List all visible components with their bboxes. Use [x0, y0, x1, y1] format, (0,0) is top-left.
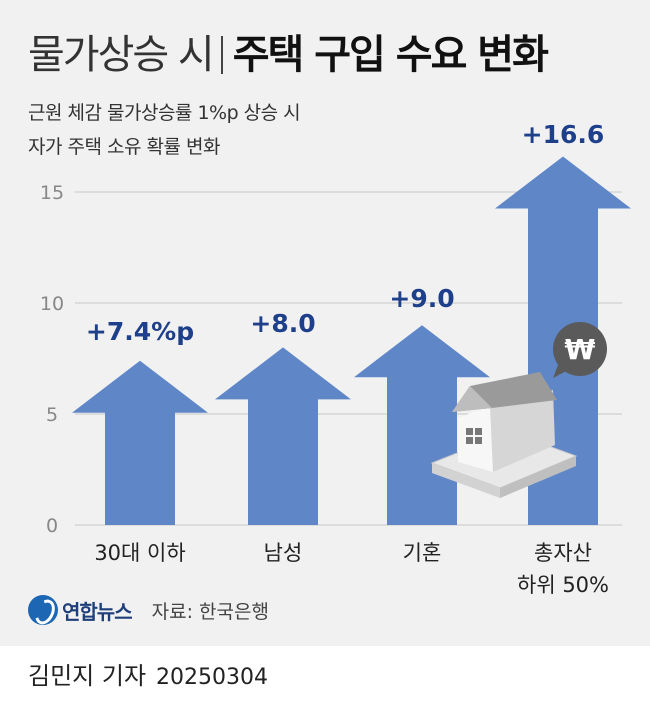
data-label: +8.0: [250, 309, 315, 338]
house-side-wall: [490, 390, 555, 472]
subtitle-line-1: 근원 체감 물가상승률 1%p 상승 시: [28, 102, 301, 124]
chart-title: 물가상승 시 주택 구입 수요 변화: [28, 22, 549, 80]
category-label: 총자산: [534, 541, 592, 565]
house-icon: [430, 372, 578, 498]
category-label: 30대 이하: [94, 541, 185, 565]
won-symbol: ₩: [565, 333, 596, 366]
yonhap-logo-icon: [28, 595, 58, 625]
bar-arrow: [72, 360, 208, 525]
y-tick-label: 15: [40, 182, 64, 204]
chart-subtitle: 근원 체감 물가상승률 1%p 상승 시 자가 주택 소유 확률 변화: [28, 96, 301, 164]
source-row: 연합뉴스 자료: 한국은행: [28, 590, 269, 630]
agency-logo-text: 연합뉴스: [62, 599, 133, 624]
title-divider: [220, 36, 223, 74]
won-badge-tail: [553, 360, 572, 378]
source-text: 자료: 한국은행: [151, 600, 269, 623]
house-base-side: [432, 463, 500, 498]
bar-chart: 0 5 10 15 +7.4%p +8.0 +9.0 +16.6 30대 이하 남성 기혼 총자산하위…: [40, 120, 631, 597]
won-badge-icon: [553, 322, 607, 376]
author: 김민지 기자: [28, 662, 147, 690]
title-light: 물가상승 시: [28, 32, 215, 78]
category-label: 남성: [264, 541, 303, 565]
data-label: +7.4%p: [86, 317, 194, 346]
data-label: +16.6: [522, 120, 605, 149]
y-tick-label: 5: [46, 404, 58, 426]
date: 20250304: [156, 665, 269, 690]
byline: 김민지 기자 20250304: [28, 656, 268, 691]
category-label: 하위 50%: [517, 573, 609, 597]
house-gable: [452, 386, 492, 412]
category-label: 기혼: [403, 541, 442, 565]
title-bold: 주택 구입 수요 변화: [232, 32, 549, 78]
y-tick-label: 10: [40, 293, 64, 315]
house-base-side: [500, 456, 576, 498]
subtitle-line-2: 자가 주택 소유 확률 변화: [28, 136, 220, 158]
bar-arrow: [215, 347, 351, 525]
data-label: +9.0: [389, 284, 454, 313]
y-tick-label: 0: [46, 515, 58, 537]
